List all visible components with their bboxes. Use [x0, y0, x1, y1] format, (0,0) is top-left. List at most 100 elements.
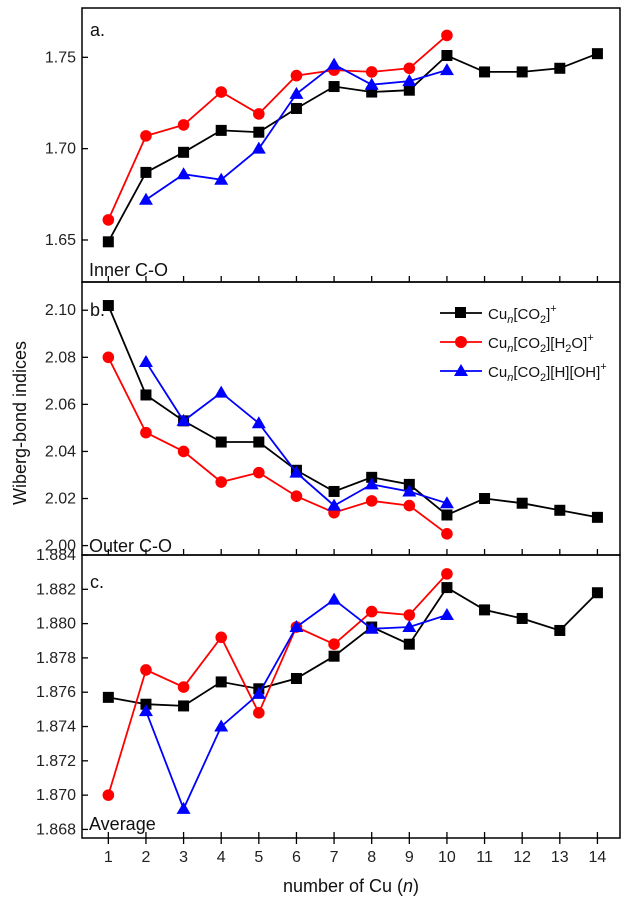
- data-point-triangle: [289, 86, 304, 99]
- data-point-triangle: [402, 74, 417, 87]
- data-point-circle: [403, 499, 416, 512]
- y-tick-label: 1.884: [36, 547, 76, 564]
- data-point-triangle: [402, 620, 417, 633]
- data-point-square: [253, 126, 265, 138]
- series-line-square: [107, 52, 598, 243]
- series-line-circle: [107, 356, 448, 535]
- data-point-circle: [177, 681, 190, 693]
- data-point-triangle: [364, 77, 379, 90]
- panel-1-plot: 2.00 2.02 2.04 2.06 2.08 2.10: [45, 300, 603, 555]
- data-point-square: [140, 389, 152, 401]
- y-tick-label: 1.870: [36, 787, 76, 804]
- data-point-triangle: [439, 63, 454, 76]
- data-point-square: [328, 485, 340, 497]
- x-tick-label: 14: [589, 849, 607, 866]
- data-point-circle: [253, 466, 265, 479]
- panel-a-frame: [81, 7, 621, 283]
- y-axis-title: Wiberg-bond indices: [10, 341, 30, 505]
- data-point-circle: [215, 631, 228, 644]
- data-point-circle: [403, 62, 416, 75]
- x-tick-label: 1: [104, 849, 113, 866]
- data-point-triangle: [439, 608, 454, 621]
- x-tick-label: 3: [179, 849, 188, 866]
- data-point-circle: [328, 638, 340, 650]
- y-tick-label: 1.75: [45, 49, 76, 66]
- data-point-triangle: [289, 465, 304, 478]
- data-point-square: [290, 672, 302, 684]
- data-point-triangle: [289, 620, 304, 633]
- data-point-circle: [441, 29, 453, 42]
- data-point-square: [178, 700, 190, 712]
- legend-label-0: Cun[CO2]+: [488, 303, 557, 326]
- data-point-triangle: [402, 484, 417, 497]
- data-point-triangle: [214, 172, 229, 185]
- y-tick-label: 1.868: [36, 821, 76, 838]
- data-point-square: [290, 102, 302, 114]
- y-tick-label: 2.10: [45, 302, 76, 319]
- data-point-square: [366, 86, 378, 98]
- x-tick-label: 6: [292, 849, 301, 866]
- y-tick-label: 1.878: [36, 650, 76, 667]
- data-point-circle: [102, 214, 115, 226]
- x-tick-label: 12: [513, 849, 531, 866]
- data-point-triangle: [251, 416, 266, 429]
- panel-c-label: c.: [90, 572, 104, 592]
- data-point-triangle: [364, 477, 379, 490]
- panel-b-annotation: Outer C-O: [89, 536, 172, 556]
- data-point-triangle: [138, 704, 153, 717]
- data-point-circle: [441, 528, 453, 540]
- legend-label-1: Cun[CO2][H2O]+: [488, 332, 594, 355]
- series-line-triangle: [145, 361, 448, 507]
- data-point-square: [554, 504, 566, 516]
- data-point-square: [403, 638, 415, 650]
- data-point-circle: [102, 351, 115, 364]
- y-tick-label: 2.06: [45, 396, 76, 413]
- panel-c-annotation: Average: [89, 814, 156, 834]
- data-point-triangle: [364, 621, 379, 634]
- data-point-square: [403, 478, 415, 490]
- x-tick-label: 2: [142, 849, 151, 866]
- data-point-square: [215, 436, 227, 448]
- data-point-circle: [441, 568, 453, 580]
- y-tick-label: 2.00: [45, 538, 76, 555]
- series-line-triangle: [145, 63, 448, 201]
- x-tick-label: 8: [367, 849, 376, 866]
- data-point-square: [554, 62, 566, 74]
- data-point-square: [516, 612, 528, 624]
- legend-label-2: Cun[CO2][H][OH]+: [488, 361, 607, 384]
- data-point-triangle: [214, 385, 229, 398]
- series-line-circle: [107, 34, 448, 221]
- data-point-square: [479, 604, 491, 616]
- y-tick-label: 2.08: [45, 349, 76, 366]
- data-point-circle: [140, 426, 152, 439]
- data-point-square: [479, 66, 491, 78]
- data-point-square: [328, 650, 340, 662]
- data-point-square: [215, 124, 227, 136]
- data-point-square: [102, 236, 114, 248]
- series-line-square: [107, 305, 598, 519]
- x-tick-label: 4: [217, 849, 226, 866]
- data-point-circle: [290, 69, 303, 82]
- data-point-triangle: [214, 719, 229, 732]
- data-point-circle: [215, 86, 228, 98]
- data-point-triangle: [138, 192, 153, 205]
- x-tick-label: 11: [476, 849, 493, 866]
- data-point-circle: [140, 130, 152, 142]
- data-point-circle: [177, 445, 190, 458]
- data-point-circle: [403, 609, 416, 621]
- panel-b-label: b.: [90, 300, 105, 320]
- data-point-triangle: [138, 355, 153, 368]
- data-point-circle: [102, 789, 115, 801]
- legend-marker-triangle: [454, 364, 468, 376]
- series-line-circle: [107, 573, 448, 796]
- data-point-circle: [253, 706, 265, 719]
- data-point-circle: [365, 605, 378, 618]
- data-point-circle: [253, 108, 265, 120]
- data-point-square: [403, 84, 415, 96]
- panel-c-frame: [81, 554, 621, 839]
- x-tick-label: 5: [254, 849, 263, 866]
- y-tick-label: 2.04: [45, 443, 76, 460]
- data-point-square: [366, 471, 378, 483]
- data-point-circle: [140, 664, 152, 676]
- y-tick-label: 1.882: [36, 581, 76, 598]
